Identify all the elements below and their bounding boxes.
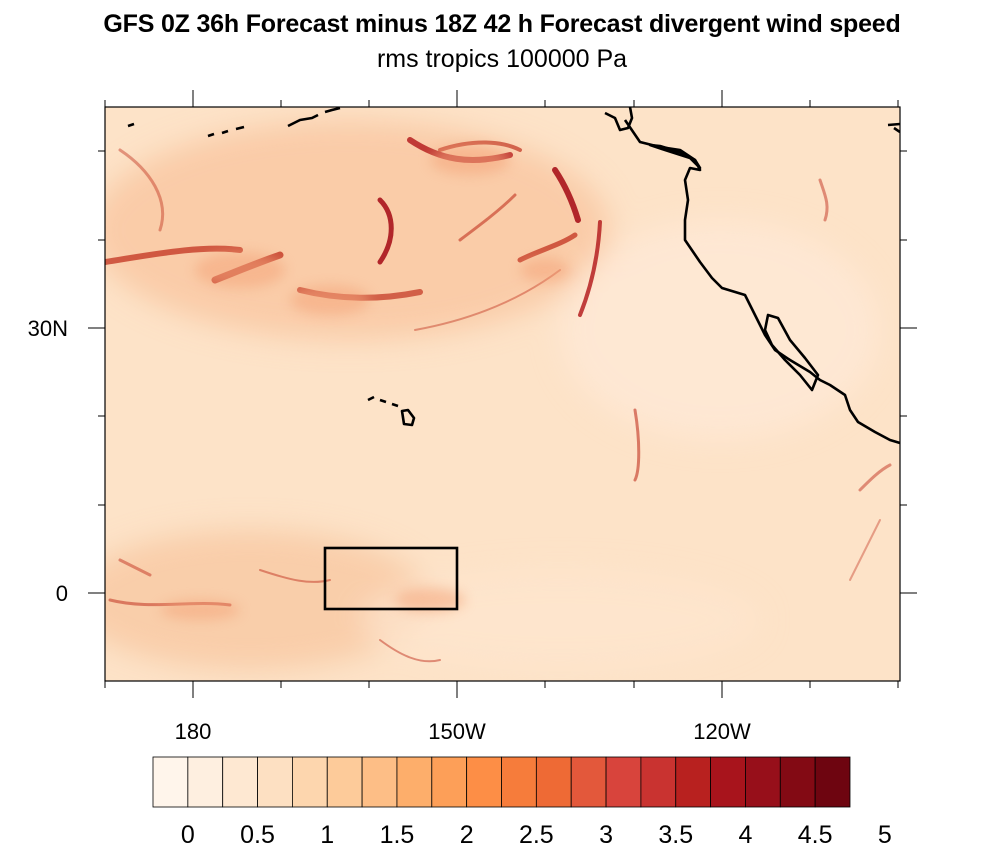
colorbar-label: 2.5 xyxy=(519,821,554,847)
colorbar-box-2 xyxy=(222,756,258,808)
colorbar-label: 5 xyxy=(878,821,892,847)
colorbar xyxy=(152,756,851,808)
colorbar-box-12 xyxy=(570,756,607,808)
colorbar-label: 0.5 xyxy=(240,821,275,847)
colorbar-label: 2 xyxy=(460,821,474,847)
colorbar-labels: 0 0.5 1 1.5 2 2.5 3 3.5 4 4.5 5 xyxy=(181,821,892,847)
colorbar-label: 1.5 xyxy=(380,821,415,847)
colorbar-box-13 xyxy=(605,756,642,808)
alaska-coast xyxy=(887,122,900,134)
wind-speed-field xyxy=(105,107,900,681)
colorbar-box-17 xyxy=(745,756,781,808)
colorbar-label: 0 xyxy=(181,821,195,847)
colorbar-box-1 xyxy=(187,756,224,808)
colorbar-box-4 xyxy=(291,756,328,808)
aleutian-island-2 xyxy=(324,107,341,114)
colorbar-label: 3.5 xyxy=(658,821,693,847)
colorbar-box-18 xyxy=(779,756,816,808)
y-tick-label-30n: 30N xyxy=(28,316,68,341)
colorbar-label: 4.5 xyxy=(798,821,833,847)
colorbar-box-7 xyxy=(396,756,433,808)
x-tick-label-150w: 150W xyxy=(428,719,486,744)
y-tick-label-0: 0 xyxy=(56,581,68,606)
tropics-region-box xyxy=(323,546,459,611)
colorbar-box-10 xyxy=(501,756,537,808)
colorbar-box-11 xyxy=(535,756,572,808)
coastlines xyxy=(127,107,900,445)
colorbar-box-16 xyxy=(710,756,746,808)
x-tick-label-180: 180 xyxy=(175,719,212,744)
colorbar-label: 4 xyxy=(738,821,752,847)
x-tick-label-120w: 120W xyxy=(693,719,751,744)
plot-title: GFS 0Z 36h Forecast minus 18Z 42 h Forec… xyxy=(103,10,901,38)
colorbar-box-0 xyxy=(152,756,189,808)
aleutian-island-4 xyxy=(127,122,135,128)
hawaii-islands xyxy=(367,395,416,427)
colorbar-label: 3 xyxy=(599,821,613,847)
map-frame xyxy=(104,106,901,682)
colorbar-box-9 xyxy=(466,756,502,808)
colorbar-box-15 xyxy=(675,756,711,808)
colorbar-box-19 xyxy=(814,756,851,808)
colorbar-box-8 xyxy=(431,756,468,808)
colorbar-box-5 xyxy=(326,756,363,808)
colorbar-box-6 xyxy=(361,756,398,808)
colorbar-box-14 xyxy=(640,756,677,808)
aleutian-island-1 xyxy=(287,113,319,128)
axis-ticks xyxy=(88,90,917,698)
colorbar-label: 1 xyxy=(320,821,334,847)
colorbar-box-3 xyxy=(257,756,293,808)
field-blotches xyxy=(160,145,570,620)
vancouver-island-coast xyxy=(648,143,702,170)
plot-subtitle: rms tropics 100000 Pa xyxy=(376,45,628,73)
aleutian-island-3 xyxy=(207,125,245,138)
baja-california-coast xyxy=(763,313,820,392)
